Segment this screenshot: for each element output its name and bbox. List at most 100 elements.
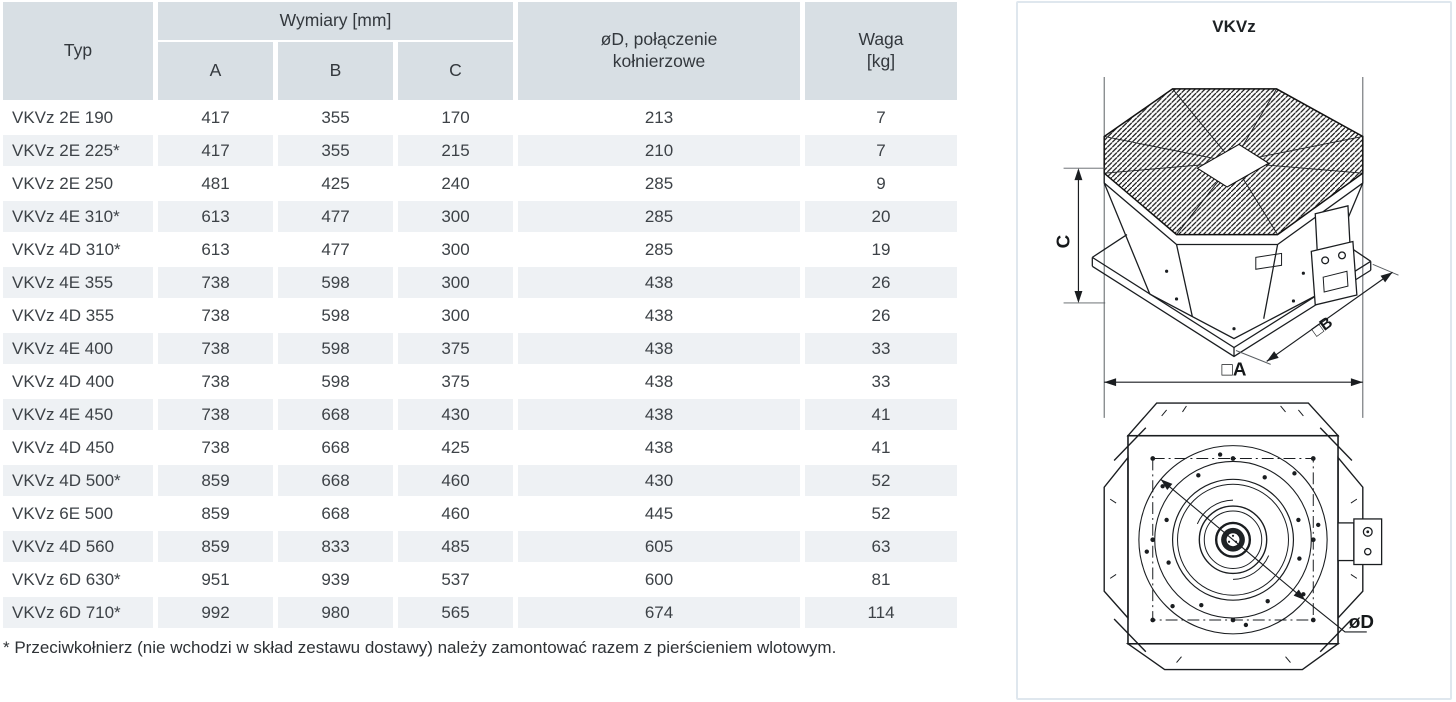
cell-typ: VKVz 4D 500* [3, 465, 153, 496]
spec-table-section: Typ Wymiary [mm] øD, połączenie kołnierz… [3, 2, 957, 657]
cell-typ: VKVz 2E 250 [12, 173, 114, 193]
cell-b: 668 [321, 503, 350, 523]
cell-a: 992 [158, 597, 273, 628]
cell-c: 170 [441, 107, 470, 127]
table-row: VKVz 4D 310* 613 477 300 285 19 [3, 234, 957, 265]
col-header-b: B [278, 42, 393, 100]
cell-b: 598 [321, 371, 350, 391]
cell-b: 668 [278, 399, 393, 430]
cell-waga: 63 [805, 531, 957, 562]
cell-c: 300 [398, 201, 513, 232]
cell-c: 425 [441, 437, 470, 457]
isometric-drawing: C □B □A [1053, 77, 1399, 418]
dim-label-d: øD [1349, 611, 1374, 632]
cell-waga: 114 [805, 597, 957, 628]
cell-c: 375 [441, 371, 470, 391]
table-row: VKVz 2E 250 481 425 240 285 9 [3, 168, 957, 199]
cell-b: 355 [278, 135, 393, 166]
cell-a: 613 [201, 239, 230, 259]
cell-a: 738 [201, 371, 230, 391]
cell-a: 859 [158, 465, 273, 496]
cell-b: 668 [278, 465, 393, 496]
table-row: VKVz 4E 355 738 598 300 438 26 [3, 267, 957, 298]
col-header-waga: Waga [kg] [805, 2, 957, 100]
cell-b: 939 [321, 569, 350, 589]
col-header-od: øD, połączenie kołnierzowe [518, 2, 800, 100]
cell-od: 438 [518, 267, 800, 298]
col-header-wymiary: Wymiary [mm] [158, 2, 513, 40]
cell-a: 417 [158, 135, 273, 166]
cell-typ: VKVz 4E 450 [3, 399, 153, 430]
drawing-panel: VKVz [1016, 1, 1452, 700]
cell-od: 674 [518, 597, 800, 628]
cell-od: 438 [518, 333, 800, 364]
cell-waga: 9 [876, 173, 886, 193]
cell-waga: 52 [805, 465, 957, 496]
cell-b: 833 [278, 531, 393, 562]
cell-typ: VKVz 6D 630* [12, 569, 121, 589]
cell-typ: VKVz 4D 560 [3, 531, 153, 562]
cell-b: 980 [278, 597, 393, 628]
cell-waga: 26 [871, 305, 891, 325]
table-row: VKVz 6D 710* 992 980 565 674 114 [3, 597, 957, 628]
cell-typ: VKVz 4D 310* [12, 239, 121, 259]
cell-b: 355 [321, 107, 350, 127]
cell-waga: 81 [871, 569, 891, 589]
cell-c: 300 [398, 267, 513, 298]
table-row: VKVz 4D 560 859 833 485 605 63 [3, 531, 957, 562]
table-row: VKVz 6D 630* 951 939 537 600 81 [3, 564, 957, 595]
cell-typ: VKVz 4E 400 [3, 333, 153, 364]
col-header-typ: Typ [3, 2, 153, 100]
dim-label-b: □B [1309, 314, 1336, 340]
cell-b: 477 [278, 201, 393, 232]
table-row: VKVz 4D 450 738 668 425 438 41 [3, 432, 957, 463]
cell-od: 430 [518, 465, 800, 496]
cell-typ: VKVz 2E 225* [3, 135, 153, 166]
table-row: VKVz 4D 400 738 598 375 438 33 [3, 366, 957, 397]
table-row: VKVz 2E 225* 417 355 215 210 7 [3, 135, 957, 166]
cell-od: 445 [644, 503, 674, 523]
cell-a: 859 [201, 503, 230, 523]
technical-drawing: C □B □A [1053, 77, 1399, 671]
col-header-c: C [398, 42, 513, 100]
cell-waga: 52 [871, 503, 891, 523]
cell-c: 460 [441, 503, 470, 523]
cell-waga: 41 [805, 399, 957, 430]
cell-b: 477 [321, 239, 350, 259]
cell-c: 375 [398, 333, 513, 364]
cell-od: 285 [644, 173, 674, 193]
cell-od: 438 [644, 371, 674, 391]
cell-od: 600 [644, 569, 674, 589]
col-header-waga-line1: Waga [858, 29, 904, 50]
cell-waga: 26 [805, 267, 957, 298]
cell-od: 438 [518, 399, 800, 430]
cell-b: 598 [278, 267, 393, 298]
cell-a: 859 [158, 531, 273, 562]
col-header-waga-line2: [kg] [866, 51, 896, 71]
cell-od: 285 [518, 201, 800, 232]
cell-c: 240 [441, 173, 470, 193]
cell-c: 537 [441, 569, 470, 589]
dim-label-c: C [1053, 234, 1074, 248]
cell-a: 738 [201, 437, 230, 457]
cell-b: 598 [321, 305, 350, 325]
footnote: * Przeciwkołnierz (nie wchodzi w skład z… [3, 638, 837, 657]
cell-od: 285 [644, 239, 674, 259]
cell-od: 438 [644, 305, 674, 325]
table-body: VKVz 2E 190 417 355 170 213 7 VKVz 2E 225* 417 3… [3, 102, 957, 628]
cell-c: 565 [398, 597, 513, 628]
cell-od: 438 [644, 437, 674, 457]
dim-label-a: □A [1222, 358, 1247, 379]
cell-typ: VKVz 2E 190 [12, 107, 114, 127]
cell-c: 300 [441, 239, 470, 259]
dimensions-table: Typ Wymiary [mm] øD, połączenie kołnierz… [3, 2, 957, 628]
cell-waga: 41 [871, 437, 891, 457]
cell-typ: VKVz 4D 450 [12, 437, 115, 457]
cell-typ: VKVz 4E 355 [3, 267, 153, 298]
cell-od: 210 [518, 135, 800, 166]
top-view-drawing: øD [1103, 402, 1383, 671]
table-row: VKVz 6E 500 859 668 460 445 52 [3, 498, 957, 529]
cell-c: 300 [441, 305, 470, 325]
drawing-title: VKVz [1212, 17, 1256, 36]
cell-typ: VKVz 4D 355 [12, 305, 115, 325]
